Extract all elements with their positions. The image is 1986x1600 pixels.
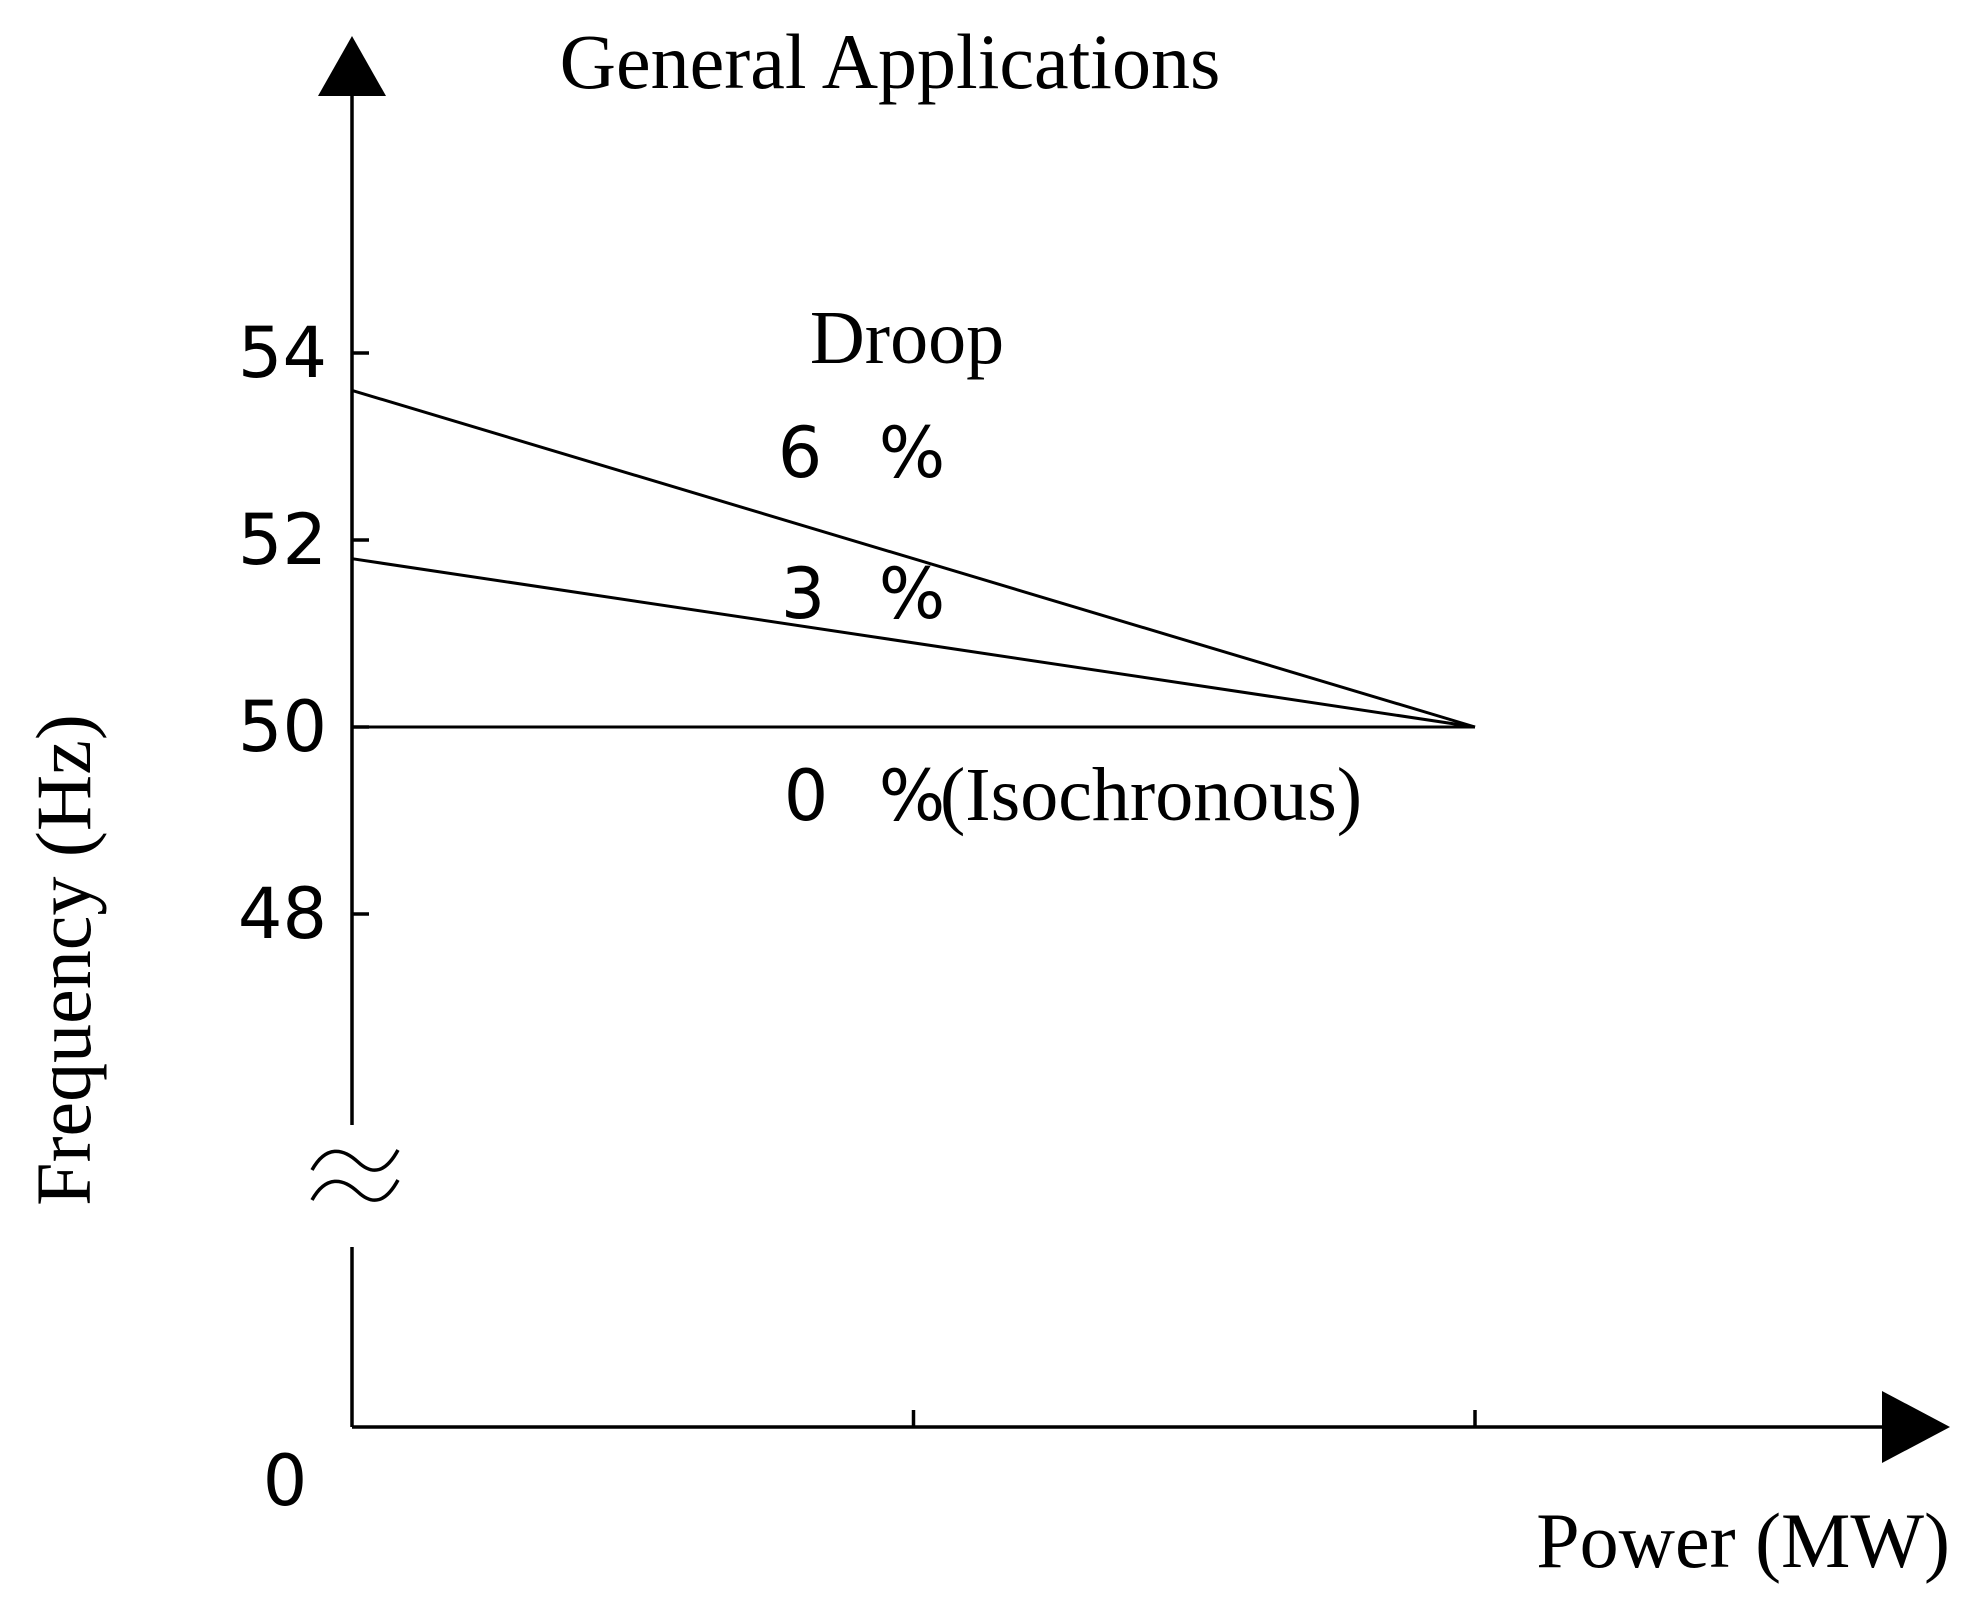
x-axis-arrow-icon — [1882, 1391, 1950, 1463]
series-line-1 — [351, 557, 1476, 729]
origin-label: 0 — [263, 1440, 308, 1522]
series-label-3-number: 3 — [781, 553, 826, 635]
series-lines — [351, 388, 1476, 729]
series-label-6-percent: % — [879, 412, 946, 494]
y-tick-label: 52 — [238, 499, 327, 581]
series-label-6-number: 6 — [778, 412, 823, 494]
axis-break-icon — [310, 1149, 400, 1202]
series-label-0-percent: % — [879, 755, 946, 837]
y-axis-label: Frequency (Hz) — [20, 714, 107, 1206]
series-label-0-number: 0 — [784, 755, 829, 837]
series-label-0-isochronous: (Isochronous) — [940, 753, 1362, 837]
y-tick-label: 50 — [238, 686, 327, 768]
series-label-3-percent: % — [879, 553, 946, 635]
chart-title: General Applications — [560, 18, 1221, 105]
x-ticks — [911, 1410, 1477, 1427]
y-axis-arrow-icon — [318, 36, 386, 96]
y-ticks: 48 50 52 54 — [238, 312, 369, 955]
y-tick-label: 48 — [238, 873, 327, 955]
y-tick-label: 54 — [238, 312, 327, 394]
series-line-0 — [351, 388, 1476, 729]
x-axis-label: Power (MW) — [1536, 1497, 1950, 1584]
legend-title: Droop — [810, 296, 1004, 380]
